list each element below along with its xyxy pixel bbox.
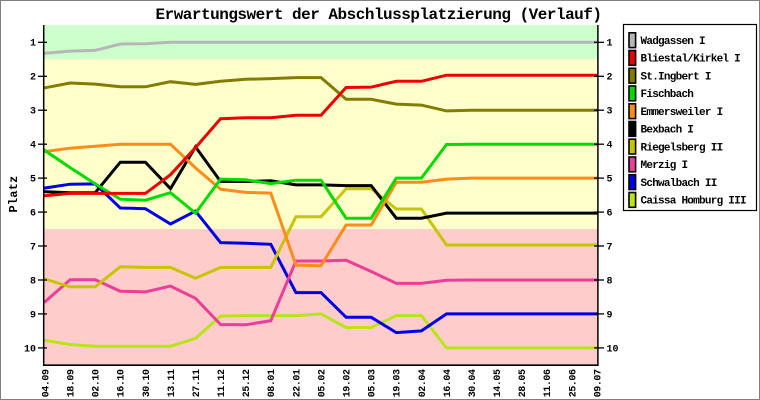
svg-text:Schwalbach II: Schwalbach II bbox=[641, 178, 717, 190]
svg-text:11.12: 11.12 bbox=[217, 369, 228, 397]
svg-text:4: 4 bbox=[30, 141, 36, 152]
svg-text:7: 7 bbox=[607, 242, 613, 253]
svg-text:Emmersweiler I: Emmersweiler I bbox=[641, 107, 723, 119]
svg-text:25.06: 25.06 bbox=[568, 369, 579, 397]
svg-text:Caissa Homburg III: Caissa Homburg III bbox=[641, 196, 746, 208]
svg-text:18.09: 18.09 bbox=[67, 369, 78, 397]
svg-text:5: 5 bbox=[30, 175, 36, 186]
svg-text:Bliestal/Kirkel I: Bliestal/Kirkel I bbox=[641, 54, 741, 66]
svg-text:3: 3 bbox=[607, 107, 613, 118]
svg-text:04.09: 04.09 bbox=[41, 369, 52, 397]
svg-text:22.01: 22.01 bbox=[292, 369, 303, 397]
svg-text:4: 4 bbox=[607, 141, 613, 152]
svg-text:1: 1 bbox=[607, 39, 613, 50]
svg-text:1: 1 bbox=[30, 39, 36, 50]
svg-text:11.06: 11.06 bbox=[543, 369, 554, 397]
svg-text:8: 8 bbox=[607, 276, 613, 287]
svg-text:St.Ingbert I: St.Ingbert I bbox=[641, 71, 711, 83]
svg-text:Fischbach: Fischbach bbox=[641, 89, 694, 101]
svg-text:Merzig I: Merzig I bbox=[641, 160, 688, 172]
svg-text:09.07: 09.07 bbox=[593, 369, 604, 397]
svg-text:9: 9 bbox=[30, 310, 36, 321]
svg-text:19.02: 19.02 bbox=[343, 369, 354, 397]
svg-text:30.10: 30.10 bbox=[142, 369, 153, 397]
svg-text:Erwartungswert der Abschlusspl: Erwartungswert der Abschlussplatzierung … bbox=[156, 6, 602, 24]
svg-text:16.10: 16.10 bbox=[117, 369, 128, 397]
svg-text:08.01: 08.01 bbox=[267, 369, 278, 397]
svg-text:19.03: 19.03 bbox=[393, 369, 404, 397]
svg-text:6: 6 bbox=[30, 209, 36, 220]
svg-text:2: 2 bbox=[607, 73, 613, 84]
svg-text:6: 6 bbox=[607, 209, 613, 220]
svg-text:16.04: 16.04 bbox=[443, 369, 454, 397]
svg-text:Riegelsberg II: Riegelsberg II bbox=[641, 142, 723, 154]
svg-text:05.03: 05.03 bbox=[368, 369, 379, 397]
svg-text:27.11: 27.11 bbox=[192, 369, 203, 397]
svg-text:02.10: 02.10 bbox=[92, 369, 103, 397]
svg-text:5: 5 bbox=[607, 175, 613, 186]
svg-text:25.12: 25.12 bbox=[242, 369, 253, 397]
svg-text:10: 10 bbox=[607, 344, 619, 355]
svg-text:02.04: 02.04 bbox=[418, 369, 429, 397]
svg-text:8: 8 bbox=[30, 276, 36, 287]
svg-text:Bexbach I: Bexbach I bbox=[641, 125, 694, 137]
svg-text:10: 10 bbox=[24, 344, 36, 355]
svg-text:05.02: 05.02 bbox=[317, 369, 328, 397]
svg-text:3: 3 bbox=[30, 107, 36, 118]
svg-text:Platz: Platz bbox=[7, 175, 21, 212]
svg-text:7: 7 bbox=[30, 242, 36, 253]
svg-text:28.05: 28.05 bbox=[518, 369, 529, 397]
svg-text:13.11: 13.11 bbox=[167, 369, 178, 397]
svg-text:9: 9 bbox=[607, 310, 613, 321]
svg-text:Wadgassen I: Wadgassen I bbox=[641, 36, 706, 48]
svg-text:30.04: 30.04 bbox=[468, 369, 479, 397]
svg-text:14.05: 14.05 bbox=[493, 369, 504, 397]
svg-text:2: 2 bbox=[30, 73, 36, 84]
